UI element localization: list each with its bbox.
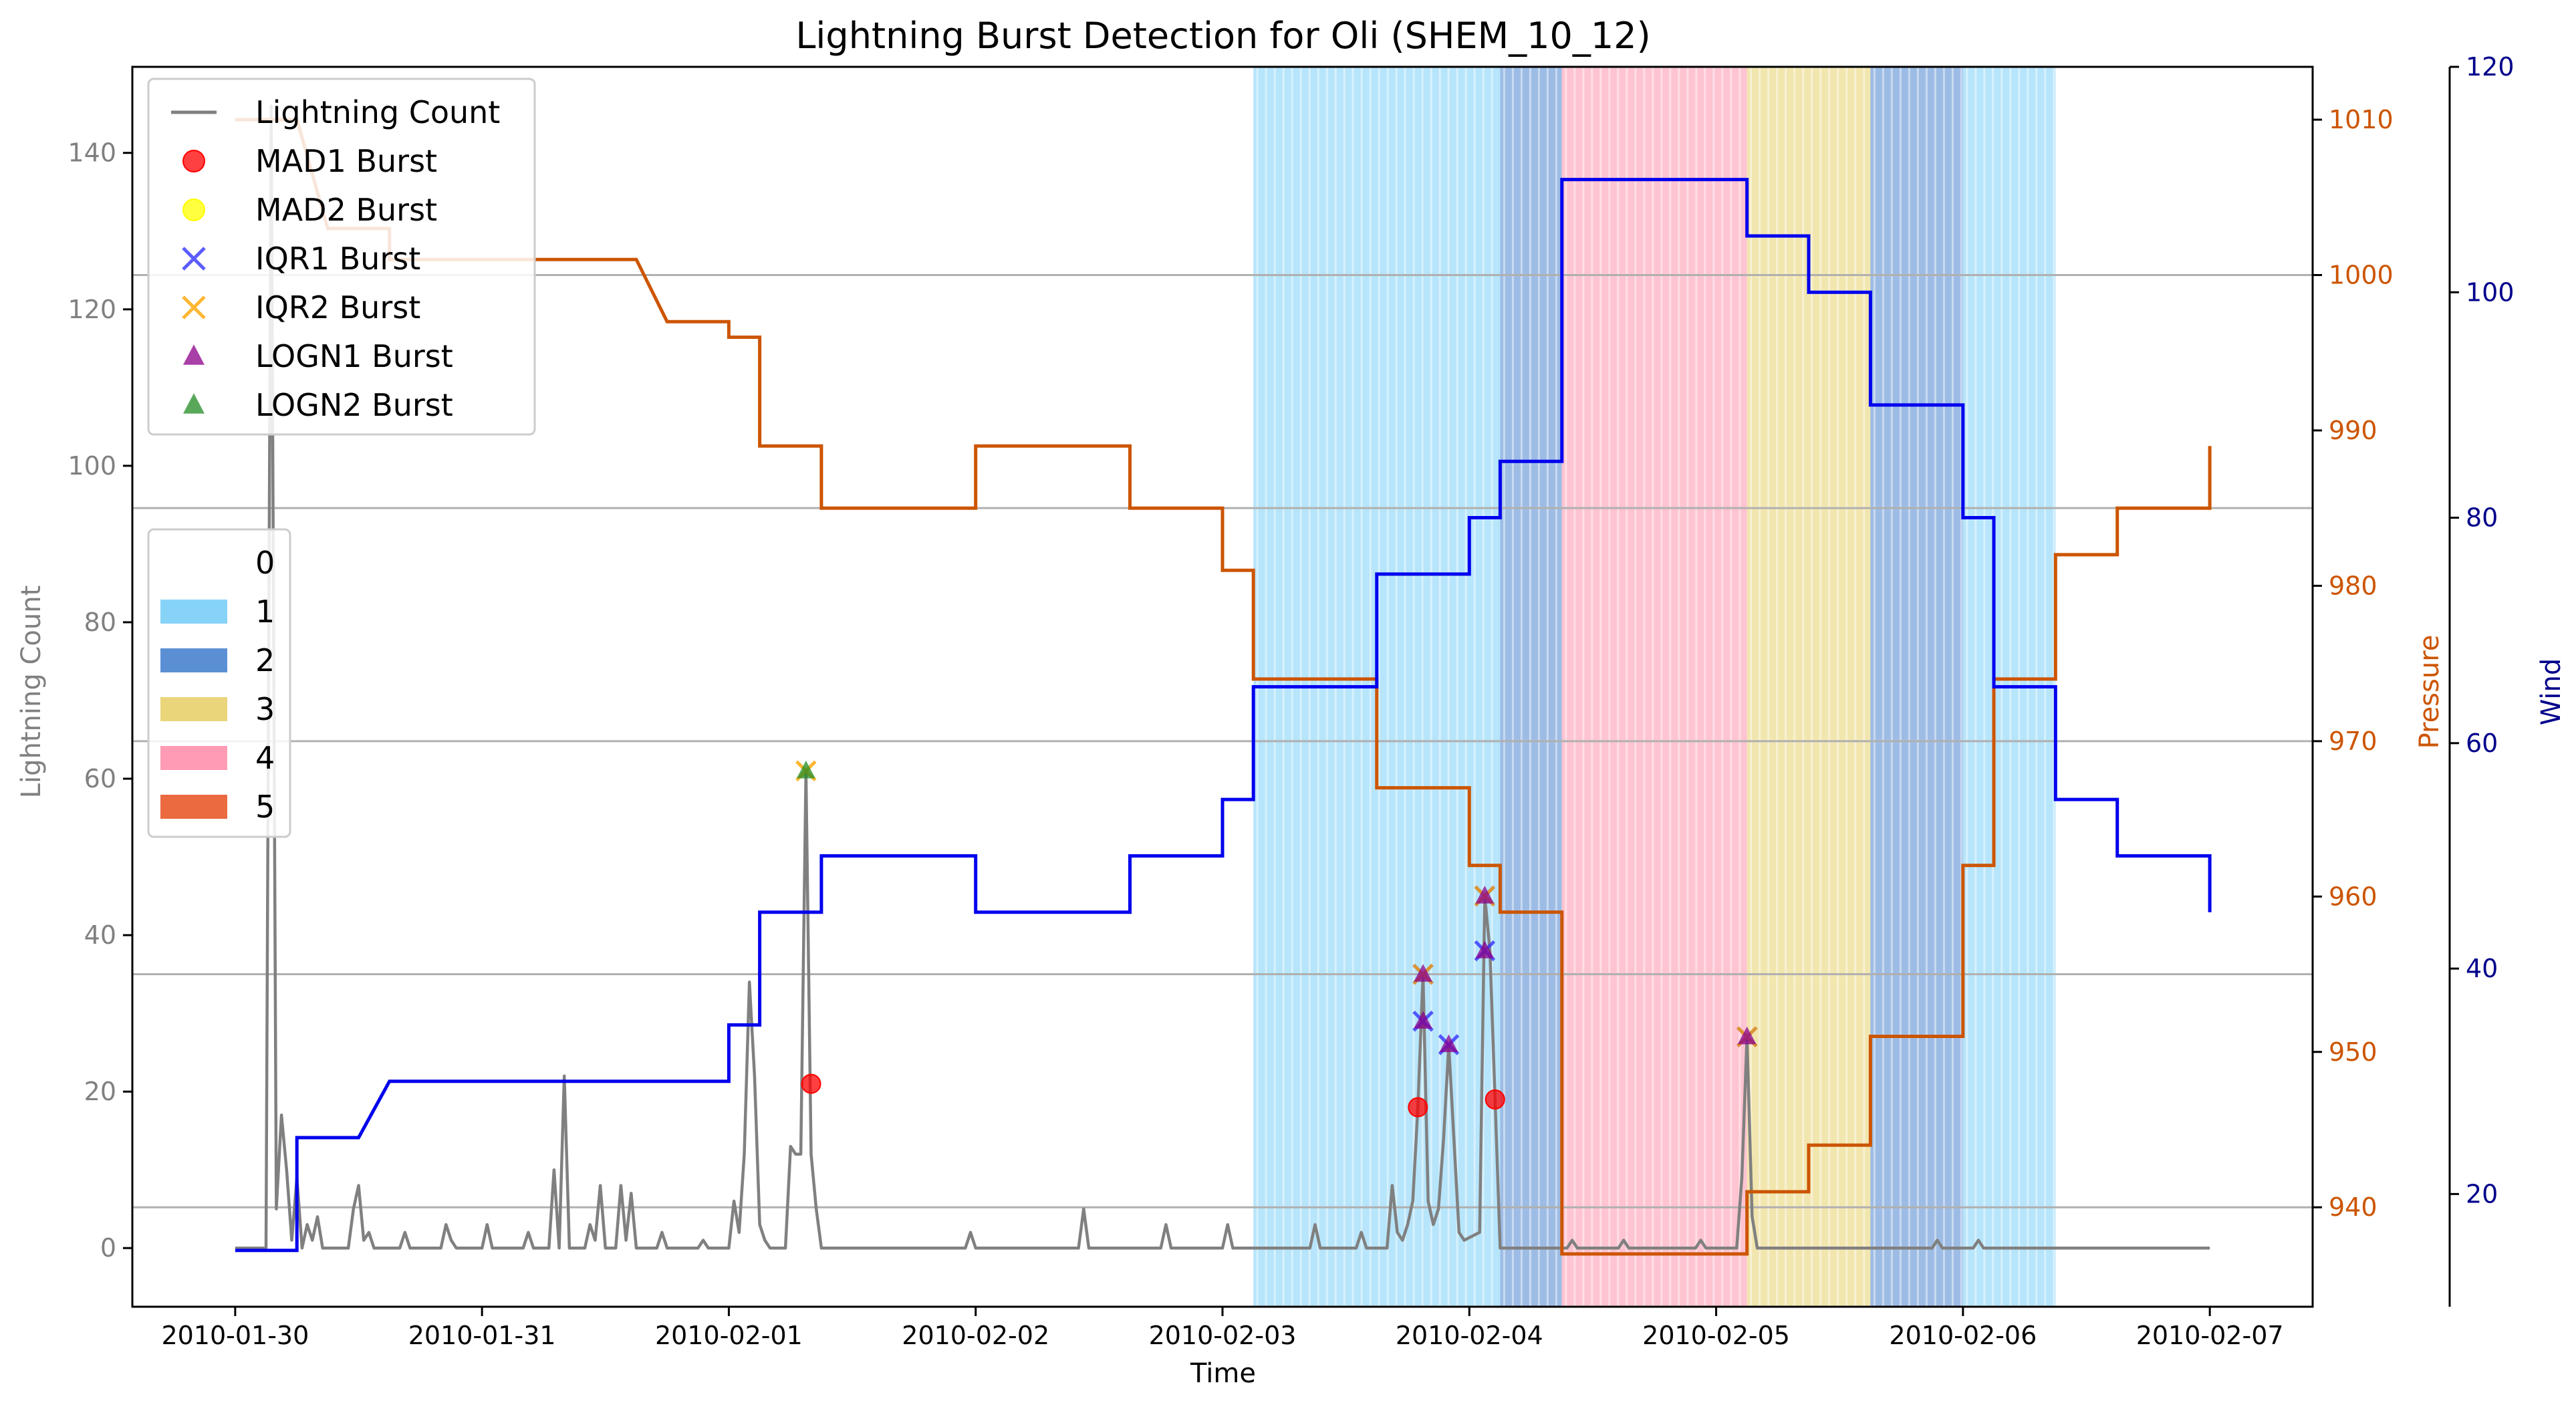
logn1-burst-marker [1414, 964, 1433, 982]
category-label: 5 [255, 789, 275, 825]
category-swatch-3 [160, 697, 227, 721]
y-left-tick-label: 80 [84, 608, 116, 637]
category-swatch-4 [160, 746, 227, 770]
y-wind-tick-label: 120 [2466, 52, 2515, 82]
x-tick-label: 2010-01-31 [408, 1321, 556, 1350]
logn1-burst-marker [1737, 1026, 1757, 1045]
y-left-tick-label: 120 [68, 295, 116, 324]
legend-label: Lightning Count [255, 94, 500, 130]
y-left-tick-label: 140 [68, 138, 116, 168]
mad1-burst-marker [1408, 1097, 1428, 1118]
category-label: 0 [255, 545, 275, 581]
x-axis-label: Time [1190, 1358, 1256, 1389]
y-left-tick-label: 20 [84, 1077, 116, 1106]
y-wind-tick-label: 60 [2466, 729, 2498, 758]
x-tick-label: 2010-02-02 [902, 1321, 1049, 1350]
y-left-tick-label: 60 [84, 764, 116, 793]
burst-markers [795, 760, 1758, 1118]
x-tick-label: 2010-02-06 [1889, 1321, 2037, 1350]
band-hatch-3 [1750, 67, 1865, 1307]
legend-swatch-logn2-burst [183, 393, 205, 414]
category-legend: 0 1 2 3 4 5 [147, 528, 291, 838]
y-pressure-tick-label: 990 [2329, 416, 2377, 445]
mad1-burst-marker [801, 1073, 821, 1094]
legend-label: MAD2 Burst [255, 192, 437, 228]
category-label: 2 [255, 642, 275, 678]
y-wind-tick-label: 20 [2466, 1179, 2498, 1208]
y-left-tick-label: 100 [68, 451, 116, 481]
x-tick-label: 2010-02-01 [655, 1321, 803, 1350]
y-pressure-tick-label: 1010 [2329, 105, 2394, 134]
series-legend-box [147, 78, 536, 436]
y-pressure-tick-label: 940 [2329, 1192, 2377, 1222]
pressure-series [235, 118, 2212, 1256]
category-label: 3 [255, 691, 275, 727]
band-cat-4-2 [1561, 67, 1747, 1307]
y-left-tick-label: 40 [84, 920, 116, 950]
wind-line [235, 178, 2212, 1253]
y-pressure-tick-label: 980 [2329, 571, 2377, 600]
logn1-burst-marker [1439, 1034, 1458, 1053]
y-axis-label-lightning: Lightning Count [16, 586, 47, 799]
y-wind-tick-label: 40 [2466, 954, 2498, 983]
band-cat-2-1 [1500, 67, 1562, 1307]
category-swatch-5 [160, 795, 227, 819]
category-swatch-1 [160, 600, 227, 624]
chart-title: Lightning Burst Detection for Oli (SHEM_… [795, 15, 1650, 57]
logn1-burst-marker [1475, 940, 1495, 958]
pressure-line [235, 118, 2212, 1256]
band-hatch-2 [1565, 67, 1741, 1307]
lightning-count-line [235, 104, 2210, 1250]
x-tick-label: 2010-01-30 [161, 1321, 309, 1350]
y-axis-label-wind: Wind [2536, 658, 2567, 726]
y-pressure-tick-label: 1000 [2329, 260, 2394, 289]
axes: 2010-01-30 2010-01-31 2010-02-01 2010-02-02… [68, 52, 2514, 1350]
y-wind-tick-label: 100 [2466, 277, 2515, 307]
logn1-burst-marker [1475, 886, 1495, 904]
y-wind-tick-label: 80 [2466, 503, 2498, 533]
legend-label: LOGN2 Burst [255, 387, 453, 423]
logn1-burst-marker [1414, 1011, 1433, 1029]
legend-swatch-mad1-burst [182, 150, 205, 172]
category-swatch-2 [160, 648, 227, 672]
legend-swatch-mad2-burst [182, 199, 205, 221]
legend-label: IQR1 Burst [255, 241, 420, 277]
series-legend: Lightning Count MAD1 Burst MAD2 Burst IQR1 … [147, 78, 536, 436]
category-label: 1 [255, 594, 275, 630]
x-tick-label: 2010-02-04 [1396, 1321, 1543, 1350]
legend-label: MAD1 Burst [255, 143, 437, 179]
x-tick-label: 2010-02-07 [2136, 1321, 2284, 1350]
lightning-count-series [235, 104, 2210, 1250]
category-label: 4 [255, 740, 275, 776]
band-cat-2-4 [1870, 67, 1963, 1307]
x-tick-label: 2010-02-05 [1642, 1321, 1790, 1350]
legend-swatch-iqr2-burst [182, 295, 206, 319]
y-left-tick-label: 0 [100, 1233, 116, 1263]
legend-label: LOGN1 Burst [255, 338, 453, 374]
y-axis-label-pressure: Pressure [2414, 635, 2445, 749]
y-pressure-tick-label: 960 [2329, 882, 2377, 911]
mad1-burst-marker [1485, 1089, 1505, 1110]
legend-swatch-logn1-burst [183, 344, 205, 365]
gridlines [132, 273, 2313, 1208]
y-pressure-tick-label: 950 [2329, 1037, 2377, 1067]
logn2-burst-marker [796, 760, 815, 779]
legend-label: IQR2 Burst [255, 289, 420, 326]
x-tick-label: 2010-02-03 [1149, 1321, 1297, 1350]
band-hatch-1 [1503, 67, 1557, 1307]
band-hatch-4 [1873, 67, 1962, 1307]
wind-series [235, 178, 2212, 1253]
y-pressure-tick-label: 970 [2329, 727, 2377, 756]
legend-swatch-iqr1-burst [182, 247, 206, 271]
